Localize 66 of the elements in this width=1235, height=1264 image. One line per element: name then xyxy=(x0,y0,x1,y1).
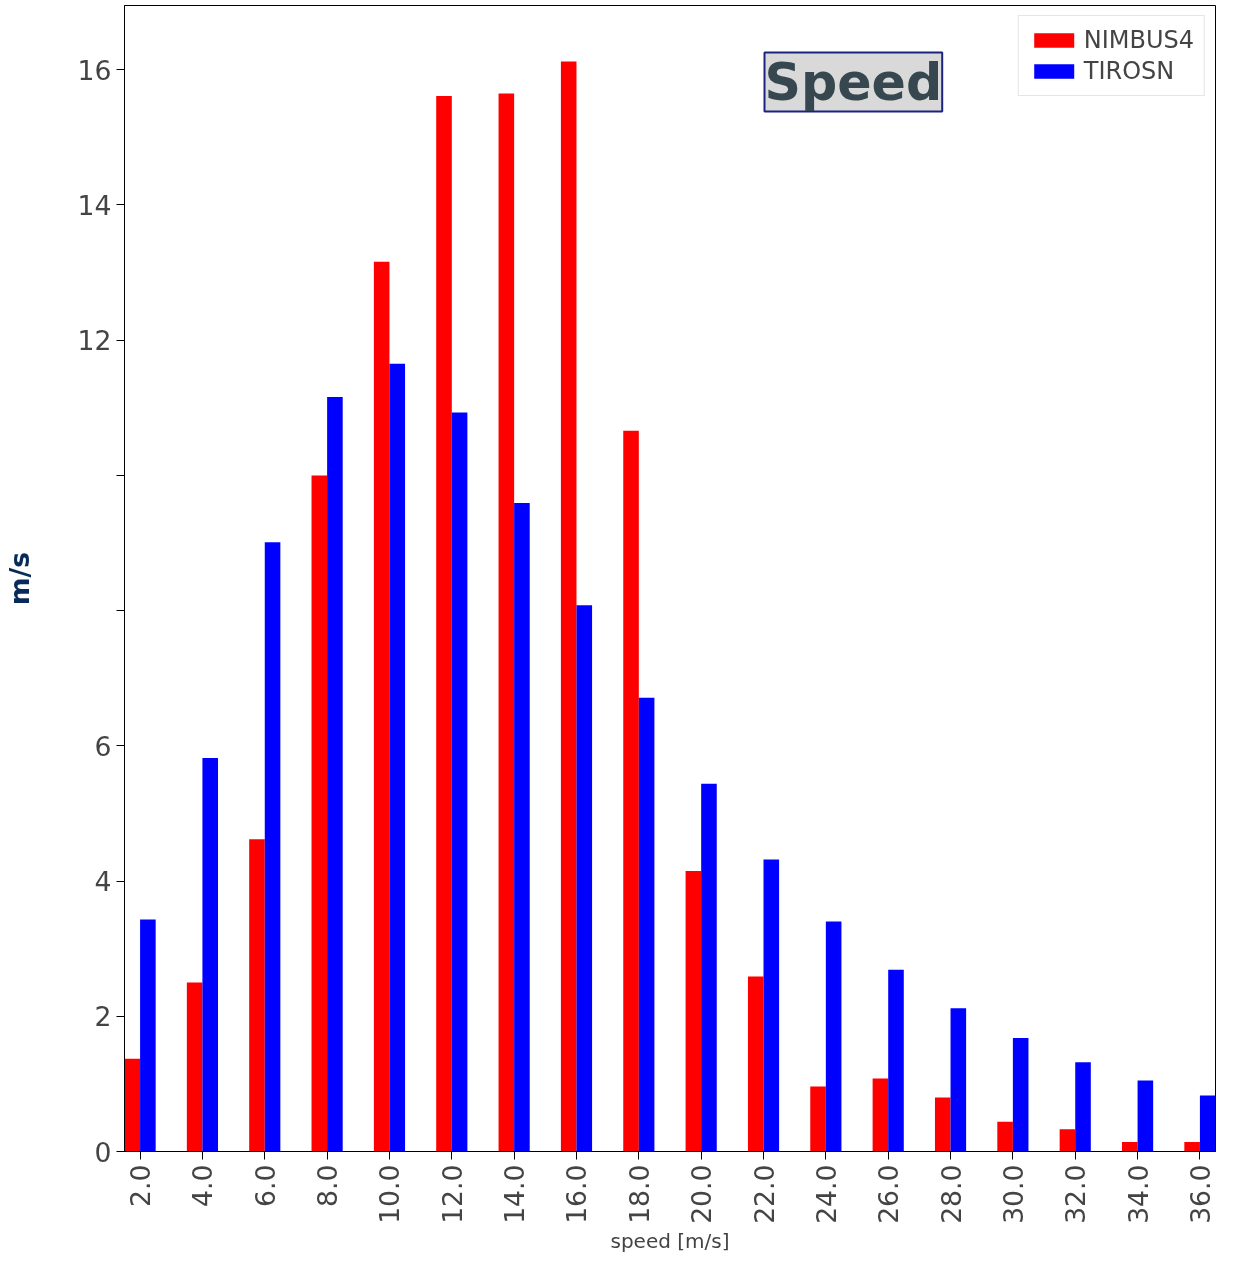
y-tick-label: 2 xyxy=(94,1001,112,1033)
y-axis-title: m/s xyxy=(3,551,35,606)
y-tick-label: 12 xyxy=(77,325,112,357)
y-tick-label: 0 xyxy=(94,1136,112,1168)
bar xyxy=(140,919,156,1152)
bar xyxy=(311,475,328,1152)
x-tick-label: 26.0 xyxy=(873,1164,905,1224)
bar xyxy=(389,363,406,1152)
bar xyxy=(872,1078,889,1152)
bar xyxy=(1059,1129,1076,1152)
legend-label: TIROSN xyxy=(1083,57,1175,85)
bar xyxy=(498,93,515,1152)
bar xyxy=(810,1086,826,1152)
x-tick-label: 6.0 xyxy=(249,1164,281,1207)
y-tick-label: 16 xyxy=(77,54,112,86)
x-tick-label: 34.0 xyxy=(1122,1164,1154,1224)
bar xyxy=(436,96,452,1152)
x-tick-label: 20.0 xyxy=(686,1164,718,1224)
legend-label: NIMBUS4 xyxy=(1083,26,1194,54)
bar xyxy=(1075,1062,1091,1152)
bar xyxy=(888,969,904,1152)
bar xyxy=(560,61,577,1152)
x-tick-label: 36.0 xyxy=(1184,1164,1216,1224)
x-tick-label: 16.0 xyxy=(561,1164,593,1224)
bar xyxy=(623,430,639,1152)
bar xyxy=(576,605,593,1152)
bar xyxy=(934,1097,951,1152)
x-tick-label: 2.0 xyxy=(125,1164,157,1207)
x-axis-title: speed [m/s] xyxy=(610,1228,730,1253)
bar xyxy=(638,697,655,1152)
bar xyxy=(1121,1142,1138,1152)
bar xyxy=(825,921,842,1152)
bar xyxy=(1137,1080,1154,1152)
bar xyxy=(950,1008,967,1152)
y-tick-label: 14 xyxy=(77,189,112,221)
bar xyxy=(1184,1142,1200,1152)
bar xyxy=(701,783,717,1152)
y-tick-label: 6 xyxy=(94,730,112,762)
bar xyxy=(685,870,702,1152)
x-tick-label: 22.0 xyxy=(748,1164,780,1224)
x-tick-label: 10.0 xyxy=(374,1164,406,1224)
bar xyxy=(327,396,343,1152)
x-tick-label: 4.0 xyxy=(187,1164,219,1207)
bar xyxy=(124,1058,141,1152)
x-tick-label: 30.0 xyxy=(997,1164,1029,1224)
bar xyxy=(451,412,468,1152)
bar xyxy=(997,1121,1013,1152)
x-tick-label: 12.0 xyxy=(436,1164,468,1224)
x-tick-label: 8.0 xyxy=(312,1164,344,1207)
annotation: Speed xyxy=(764,52,943,112)
bar xyxy=(1012,1037,1029,1152)
x-tick-label: 14.0 xyxy=(499,1164,531,1224)
bar xyxy=(1199,1095,1216,1152)
x-tick-label: 24.0 xyxy=(810,1164,842,1224)
x-tick-label: 32.0 xyxy=(1060,1164,1092,1224)
x-tick-label: 18.0 xyxy=(623,1164,655,1224)
x-tick-label: 28.0 xyxy=(935,1164,967,1224)
bar xyxy=(514,503,530,1152)
bar xyxy=(373,261,390,1152)
y-tick-label: 4 xyxy=(94,866,112,898)
bar xyxy=(202,758,219,1152)
bar xyxy=(264,542,281,1152)
bar xyxy=(249,839,265,1152)
bar xyxy=(186,982,203,1152)
bar xyxy=(763,859,780,1152)
bar xyxy=(747,976,764,1152)
